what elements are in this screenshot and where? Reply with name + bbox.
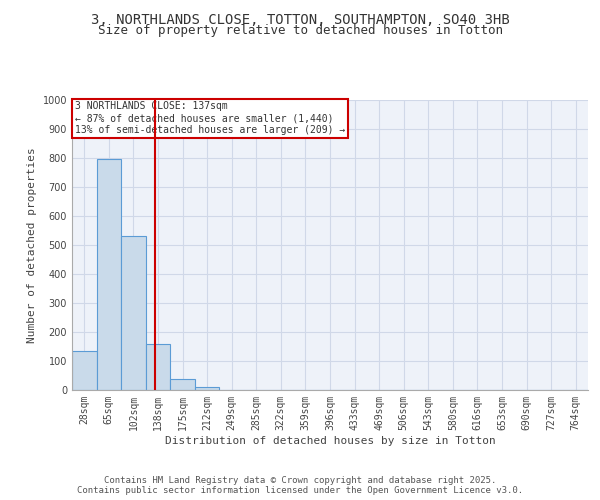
Bar (72, 351, 97, 390)
Y-axis label: Number of detached properties: Number of detached properties (27, 147, 37, 343)
Text: 3 NORTHLANDS CLOSE: 137sqm
← 87% of detached houses are smaller (1,440)
13% of s: 3 NORTHLANDS CLOSE: 137sqm ← 87% of deta… (74, 102, 345, 134)
Text: Size of property relative to detached houses in Totton: Size of property relative to detached ho… (97, 24, 503, 37)
Bar (121, 236, 146, 390)
Text: 3, NORTHLANDS CLOSE, TOTTON, SOUTHAMPTON, SO40 3HB: 3, NORTHLANDS CLOSE, TOTTON, SOUTHAMPTON… (91, 12, 509, 26)
Bar (195, 386, 220, 390)
Bar (97, 160, 121, 390)
Bar (170, 379, 195, 390)
Text: Contains public sector information licensed under the Open Government Licence v3: Contains public sector information licen… (77, 486, 523, 495)
X-axis label: Distribution of detached houses by size in Totton: Distribution of detached houses by size … (164, 436, 496, 446)
Bar (146, 344, 170, 390)
Text: Contains HM Land Registry data © Crown copyright and database right 2025.: Contains HM Land Registry data © Crown c… (104, 476, 496, 485)
